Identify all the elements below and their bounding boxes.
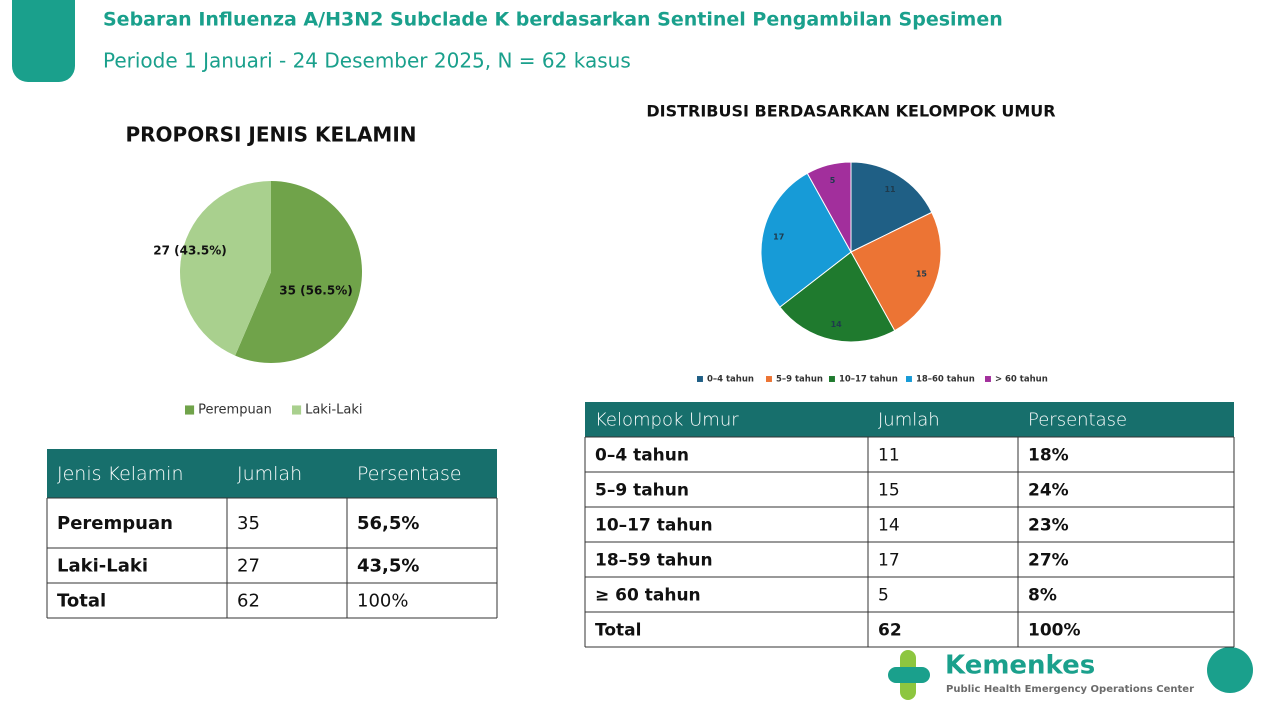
table-cell: Laki-Laki — [57, 556, 148, 577]
table-header-cell: Persentase — [357, 463, 462, 485]
data-label: 11 — [884, 185, 896, 194]
data-label: 35 (56.5%) — [279, 284, 352, 298]
logo-cross — [888, 667, 930, 683]
title: Sebaran Influenza A/H3N2 Subclade K berd… — [103, 9, 1003, 31]
table-cell: 27 — [237, 556, 260, 577]
table-header-cell: Persentase — [1028, 410, 1127, 431]
legend-swatch — [766, 376, 772, 382]
table-header-cell: Jumlah — [878, 410, 940, 431]
table-cell: 62 — [878, 621, 902, 641]
table-cell: 43,5% — [357, 556, 419, 577]
data-label: 17 — [773, 233, 784, 242]
table-cell: 5 — [878, 586, 889, 606]
table-cell: 27% — [1028, 551, 1069, 571]
legend-label: Laki-Laki — [305, 403, 362, 418]
pie-slice — [760, 172, 852, 308]
legend-label: 18–60 tahun — [916, 375, 975, 385]
table-cell: 8% — [1028, 586, 1057, 606]
pie-slice — [180, 181, 271, 356]
legend-label: 10–17 tahun — [839, 375, 898, 385]
table-cell: 18% — [1028, 446, 1069, 466]
table-cell: 23% — [1028, 516, 1069, 536]
table-cell: 10–17 tahun — [595, 516, 713, 536]
table-cell: 100% — [357, 591, 408, 612]
table-cell: 56,5% — [357, 513, 419, 534]
pie-slice — [850, 161, 933, 253]
legend-swatch — [292, 405, 302, 415]
legend-label: 0–4 tahun — [707, 375, 754, 385]
logo: Kemenkes Public Health Emergency Operati… — [888, 650, 1194, 700]
data-label: 15 — [916, 270, 928, 279]
table-cell: 17 — [878, 551, 900, 571]
legend-swatch — [985, 376, 991, 382]
table-cell: 5–9 tahun — [595, 481, 689, 501]
legend-swatch — [185, 405, 195, 415]
legend-swatch — [697, 376, 703, 382]
decor-dot — [1207, 647, 1253, 693]
table-header-cell: Jumlah — [237, 463, 302, 485]
table-cell: 24% — [1028, 481, 1069, 501]
subtitle: Periode 1 Januari - 24 Desember 2025, N … — [103, 49, 631, 73]
data-label: 27 (43.5%) — [153, 244, 226, 258]
pie-slice — [850, 211, 942, 332]
table-header-bg — [47, 449, 497, 498]
decor-tab — [12, 0, 75, 82]
data-label: 5 — [830, 176, 836, 185]
table-header-cell: Jenis Kelamin — [57, 463, 184, 485]
chart-title: DISTRIBUSI BERDASARKAN KELOMPOK UMUR — [646, 102, 1055, 121]
data-label: 14 — [831, 320, 843, 329]
legend-label: > 60 tahun — [995, 375, 1048, 385]
table-cell: 35 — [237, 513, 260, 534]
table-header-cell: Kelompok Umur — [595, 410, 739, 431]
table-cell: 14 — [878, 516, 900, 536]
legend-swatch — [906, 376, 912, 382]
logo-tagline: Public Health Emergency Operations Cente… — [946, 684, 1194, 695]
table-cell: 15 — [878, 481, 900, 501]
chart-title: PROPORSI JENIS KELAMIN — [125, 123, 416, 147]
legend-swatch — [829, 376, 835, 382]
logo-name: Kemenkes — [945, 651, 1095, 681]
table-cell: 62 — [237, 591, 260, 612]
table-cell: 11 — [878, 446, 900, 466]
legend-label: 5–9 tahun — [776, 375, 823, 385]
table-cell: 100% — [1028, 621, 1081, 641]
table-cell: ≥ 60 tahun — [595, 586, 701, 606]
legend-label: Perempuan — [198, 403, 272, 418]
table-cell: Total — [595, 621, 641, 641]
table-cell: Total — [57, 591, 106, 612]
pie-slice — [235, 181, 363, 363]
table-cell: 18–59 tahun — [595, 551, 713, 571]
table-cell: 0–4 tahun — [595, 446, 689, 466]
table-header-bg — [585, 402, 1234, 437]
pie-slice — [806, 161, 852, 254]
table-cell: Perempuan — [57, 513, 173, 534]
pie-slice — [779, 251, 896, 343]
